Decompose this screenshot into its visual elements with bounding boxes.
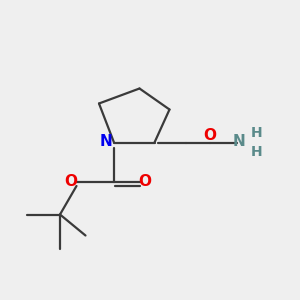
Text: H: H xyxy=(251,145,262,158)
Text: O: O xyxy=(64,174,78,189)
Text: O: O xyxy=(203,128,217,142)
Text: O: O xyxy=(138,174,152,189)
Text: H: H xyxy=(251,127,262,140)
Text: N: N xyxy=(233,134,246,148)
Text: N: N xyxy=(99,134,112,149)
